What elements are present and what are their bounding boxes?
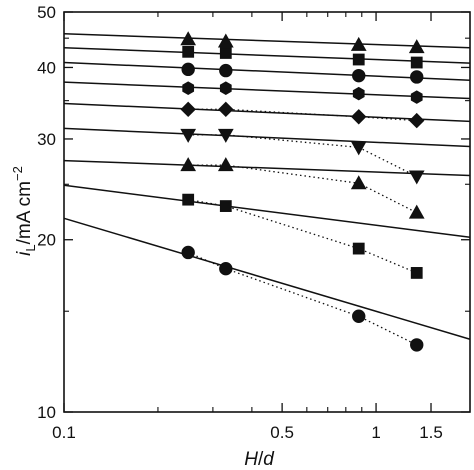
marker-triangle-down bbox=[217, 128, 234, 143]
marker-diamond bbox=[180, 101, 196, 118]
x-axis-title: H/d bbox=[244, 449, 275, 470]
marker-square bbox=[182, 45, 195, 58]
dotted-connector bbox=[188, 164, 418, 214]
marker-circle bbox=[181, 62, 195, 77]
y-tick-label: 30 bbox=[37, 130, 56, 149]
marker-circle bbox=[352, 309, 366, 323]
y-tick-label: 50 bbox=[37, 3, 56, 22]
marker-square bbox=[410, 56, 423, 69]
y-tick-labels: 10 20 30 40 50 bbox=[37, 3, 56, 422]
fit-line bbox=[63, 217, 471, 340]
fit-lines bbox=[63, 33, 471, 340]
marker-square bbox=[352, 53, 365, 66]
major-ticks bbox=[63, 11, 470, 413]
marker-square bbox=[182, 193, 195, 206]
y-tick-label: 20 bbox=[37, 231, 56, 250]
dotted-connector bbox=[188, 108, 417, 122]
dotted-connector bbox=[188, 199, 417, 274]
minor-ticks bbox=[64, 12, 470, 412]
marker-triangle-up bbox=[180, 31, 197, 46]
x-tick-labels: 0.1 0.5 1 1.5 bbox=[52, 423, 443, 442]
fit-line bbox=[63, 47, 471, 64]
x-tick-label: 1.5 bbox=[419, 423, 443, 442]
fit-line bbox=[63, 61, 471, 81]
x-tick-label: 0.5 bbox=[270, 423, 294, 442]
fit-line bbox=[63, 102, 471, 123]
marker-hexagon bbox=[352, 86, 365, 101]
plot-frame bbox=[63, 11, 471, 413]
marker-hexagon bbox=[410, 90, 423, 104]
marker-diamond bbox=[218, 101, 234, 118]
marker-triangle-up bbox=[350, 36, 367, 51]
marker-triangle-down bbox=[180, 128, 197, 143]
marker-square bbox=[352, 242, 365, 255]
x-tick-label: 0.1 bbox=[52, 423, 76, 442]
fit-line bbox=[63, 33, 471, 49]
dotted-connector bbox=[188, 134, 418, 178]
fit-line bbox=[63, 159, 471, 177]
marker-circle bbox=[352, 68, 366, 83]
marker-hexagon bbox=[182, 81, 195, 95]
y-tick-label: 40 bbox=[37, 58, 56, 77]
marker-diamond bbox=[409, 112, 425, 129]
markers bbox=[180, 31, 425, 352]
x-tick-label: 1 bbox=[371, 423, 380, 442]
marker-triangle-up bbox=[217, 157, 234, 172]
marker-hexagon bbox=[219, 81, 232, 95]
marker-diamond bbox=[351, 109, 367, 125]
marker-triangle-down bbox=[408, 170, 425, 185]
marker-square bbox=[219, 47, 232, 59]
fit-line bbox=[63, 127, 471, 148]
marker-triangle-up bbox=[217, 33, 234, 48]
y-axis-title: iL/mA cm−2 bbox=[10, 166, 38, 256]
dotted-lines bbox=[187, 108, 418, 346]
marker-triangle-down bbox=[350, 141, 367, 156]
marker-triangle-up bbox=[180, 157, 197, 172]
marker-triangle-up bbox=[408, 39, 425, 54]
marker-circle bbox=[410, 70, 424, 84]
y-tick-label: 10 bbox=[37, 403, 56, 422]
marker-square bbox=[410, 267, 423, 279]
fit-line bbox=[63, 81, 471, 100]
marker-triangle-up bbox=[350, 175, 367, 190]
marker-circle bbox=[181, 245, 195, 260]
marker-circle bbox=[410, 338, 424, 352]
marker-square bbox=[219, 200, 232, 212]
marker-circle bbox=[219, 261, 233, 276]
fit-line bbox=[63, 184, 471, 239]
marker-circle bbox=[219, 63, 233, 78]
marker-triangle-up bbox=[408, 204, 425, 219]
